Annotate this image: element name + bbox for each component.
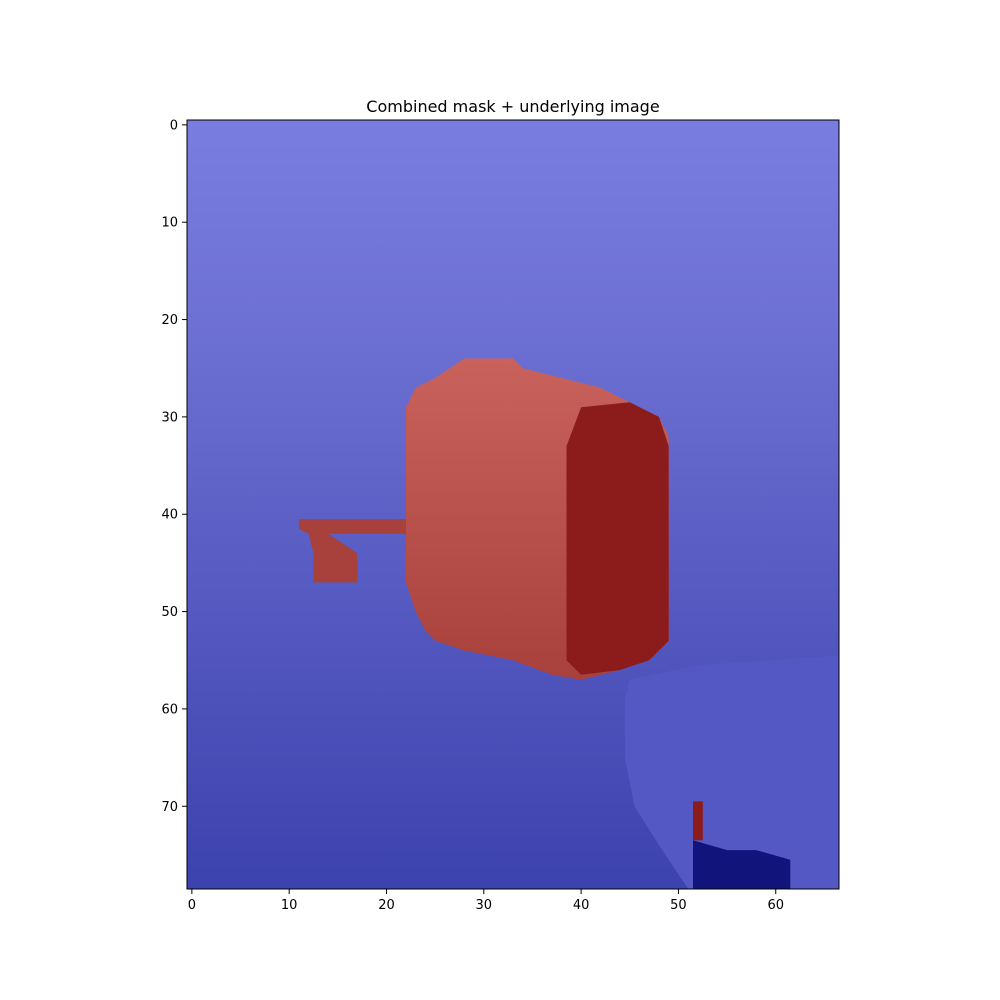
x-tick-label: 20 (378, 898, 395, 913)
x-tick-label: 40 (573, 898, 590, 913)
y-tick-label: 40 (161, 508, 178, 523)
y-tick-label: 20 (161, 313, 178, 328)
x-tick-label: 0 (188, 898, 196, 913)
y-tick-label: 10 (161, 216, 178, 231)
plot-area (187, 120, 839, 889)
y-tick-label: 60 (161, 702, 178, 717)
y-tick-label: 0 (170, 118, 178, 133)
axes-frame (186, 119, 840, 890)
y-axis: 0 10 20 30 40 50 60 70 (161, 118, 187, 815)
mask-handle (298, 519, 406, 583)
y-tick-label: 50 (161, 605, 178, 620)
shadow-region (693, 840, 791, 889)
y-tick-label: 70 (161, 800, 178, 815)
secondary-object (624, 655, 839, 889)
x-tick-label: 10 (281, 898, 298, 913)
chart-title: Combined mask + underlying image (366, 97, 659, 116)
mask-small-patch (693, 801, 703, 841)
x-tick-label: 30 (476, 898, 493, 913)
x-tick-label: 60 (767, 898, 784, 913)
x-axis: 0 10 20 30 40 50 60 (188, 889, 784, 913)
x-tick-label: 50 (670, 898, 687, 913)
mask-object-dark-face (566, 402, 669, 675)
regions-layer (298, 358, 839, 889)
y-tick-label: 30 (161, 410, 178, 425)
